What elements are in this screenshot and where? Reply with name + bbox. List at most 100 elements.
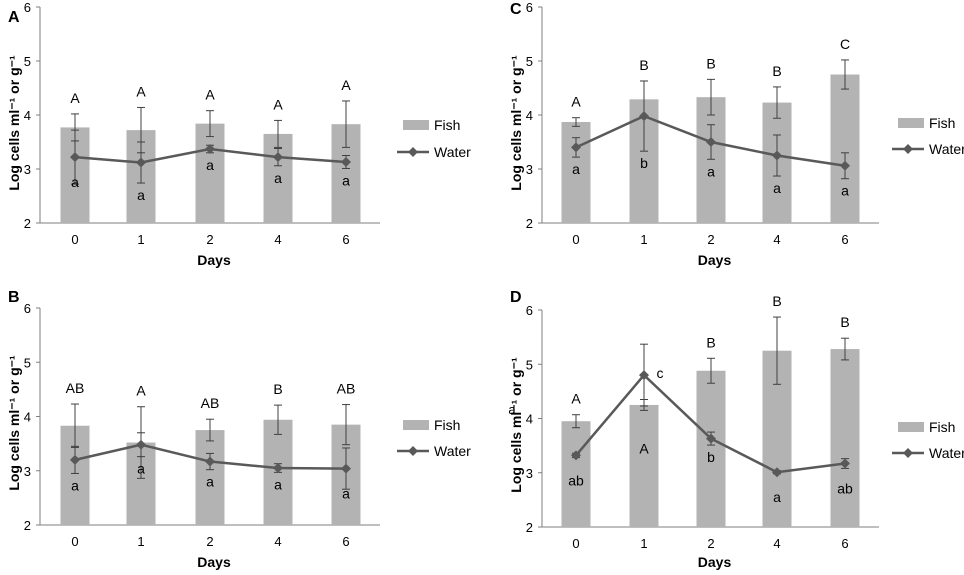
- y-tick-label: 6: [24, 0, 31, 15]
- fish-significance-letter: C: [840, 36, 850, 52]
- y-tick-label: 4: [526, 108, 533, 123]
- water-point: [136, 157, 146, 168]
- water-point: [341, 463, 351, 474]
- y-tick-label: 3: [24, 162, 31, 177]
- y-tick-label: 3: [526, 162, 533, 177]
- y-tick-label: 5: [526, 54, 533, 69]
- water-significance-letter: a: [71, 174, 79, 190]
- y-tick-label: 2: [526, 216, 533, 231]
- fish-significance-letter: B: [639, 57, 648, 73]
- water-point: [273, 152, 283, 163]
- x-tick-label: 4: [773, 232, 780, 247]
- water-point: [639, 111, 649, 122]
- water-point: [70, 454, 80, 465]
- water-significance-letter: a: [342, 486, 350, 502]
- y-tick-label: 3: [24, 464, 31, 479]
- y-tick-label: 2: [526, 520, 533, 535]
- x-tick-label: 1: [137, 232, 144, 247]
- legend-water-marker: [408, 147, 418, 157]
- y-tick-label: 5: [24, 54, 31, 69]
- y-tick-label: 2: [24, 216, 31, 231]
- water-significance-letter: c: [657, 365, 664, 381]
- water-significance-letter: a: [342, 172, 350, 188]
- legend-water-label: Water: [434, 144, 471, 160]
- fish-significance-letter: A: [639, 441, 649, 457]
- x-tick-label: 0: [572, 232, 579, 247]
- water-point: [639, 370, 649, 381]
- legend-water-label: Water: [929, 141, 964, 157]
- y-tick-label: 5: [24, 355, 31, 370]
- legend-water-marker: [903, 144, 913, 154]
- fish-significance-letter: B: [840, 314, 849, 330]
- fish-significance-letter: B: [273, 381, 282, 397]
- water-significance-letter: a: [841, 183, 849, 199]
- fish-significance-letter: A: [571, 94, 581, 110]
- y-axis-label-note: a: [508, 402, 516, 417]
- legend: Fish Water: [892, 115, 964, 157]
- y-axis-label: Log cells ml⁻¹ or g⁻¹: [508, 55, 524, 191]
- x-tick-label: 6: [841, 536, 848, 551]
- panel-letter: D: [510, 289, 522, 306]
- water-point: [840, 458, 850, 469]
- y-axis-label: Log cells ml⁻¹ or g⁻¹: [508, 357, 524, 493]
- legend: Fish Water: [397, 117, 471, 160]
- water-significance-letter: a: [274, 170, 282, 186]
- water-significance-letter: a: [206, 157, 214, 173]
- fish-significance-letter: B: [706, 55, 715, 71]
- water-point: [205, 144, 215, 155]
- y-tick-label: 5: [526, 357, 533, 372]
- water-point: [706, 433, 716, 444]
- fish-bar: [696, 97, 726, 223]
- panel-c: C 2 3 4 5 6 Log cells ml⁻¹ or g⁻¹ Days 0 1 2 4 6 A B B B…: [508, 0, 964, 268]
- water-significance-letter: a: [206, 474, 214, 490]
- water-point: [205, 456, 215, 467]
- fish-significance-letter: A: [136, 83, 146, 99]
- y-axis-label: Log cells ml⁻¹ or g⁻¹: [6, 355, 22, 491]
- fish-significance-letter: AB: [201, 395, 220, 411]
- y-tick-label: 6: [526, 303, 533, 318]
- water-significance-letter: ab: [568, 472, 584, 488]
- water-point: [571, 450, 581, 461]
- water-significance-letter: a: [707, 163, 715, 179]
- legend-water-marker: [408, 446, 418, 456]
- fish-bar: [629, 404, 659, 527]
- fish-significance-letter: A: [136, 383, 146, 399]
- water-significance-letter: b: [707, 449, 715, 465]
- x-tick-label: 0: [71, 534, 78, 549]
- panel-b: B 2 3 4 5 6 Log cells ml⁻¹ or g⁻¹ Days 0 1 2 4 6 AB A A…: [6, 289, 471, 570]
- x-tick-label: 0: [71, 232, 78, 247]
- fish-bar: [195, 123, 225, 223]
- x-tick-label: 1: [640, 536, 647, 551]
- panel-letter: C: [510, 1, 522, 18]
- y-tick-label: 3: [526, 466, 533, 481]
- x-tick-label: 2: [206, 232, 213, 247]
- water-significance-letter: a: [274, 476, 282, 492]
- legend-fish-label: Fish: [434, 117, 460, 133]
- legend-fish-swatch: [403, 120, 429, 130]
- x-tick-label: 2: [206, 534, 213, 549]
- legend-fish-swatch: [898, 118, 924, 128]
- fish-bar: [696, 370, 726, 527]
- fish-bar: [830, 74, 860, 223]
- fish-bar: [830, 349, 860, 527]
- x-tick-label: 6: [841, 232, 848, 247]
- water-point: [772, 150, 782, 161]
- fish-significance-letter: A: [571, 391, 581, 407]
- x-axis-label: Days: [698, 252, 732, 268]
- fish-significance-letter: B: [772, 293, 781, 309]
- legend: Fish Water: [892, 419, 964, 461]
- water-significance-letter: ab: [837, 481, 853, 497]
- y-tick-label: 4: [24, 410, 31, 425]
- x-tick-label: 1: [137, 534, 144, 549]
- x-tick-label: 6: [342, 232, 349, 247]
- y-axis-label: Log cells ml⁻¹ or g⁻¹: [6, 55, 22, 191]
- x-tick-label: 1: [640, 232, 647, 247]
- legend-fish-label: Fish: [434, 417, 460, 433]
- y-tick-label: 6: [24, 301, 31, 316]
- fish-significance-letter: AB: [66, 380, 85, 396]
- panel-letter: A: [8, 9, 20, 26]
- fish-significance-letter: B: [706, 334, 715, 350]
